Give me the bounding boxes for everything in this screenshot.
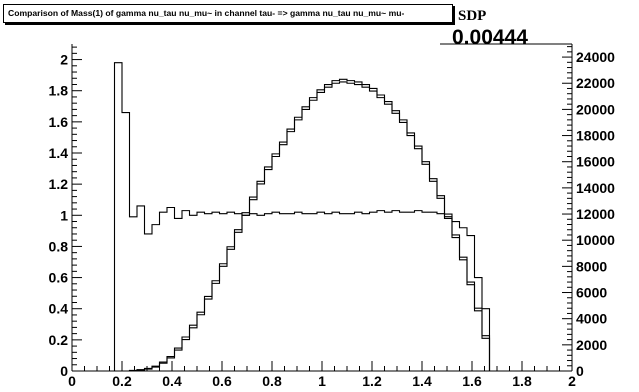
y-right-tick-label: 8000 (576, 258, 607, 274)
sdp-value: 0.00444 (452, 26, 528, 49)
x-tick-label: 1.8 (512, 373, 532, 389)
x-tick-label: 1 (318, 373, 326, 389)
y-right-tick-label: 24000 (576, 49, 615, 65)
y-left-tick-label: 0.4 (49, 301, 69, 317)
y-left-tick-label: 0.2 (49, 332, 69, 348)
x-tick-label: 0.8 (262, 373, 282, 389)
x-tick-label: 1.6 (462, 373, 482, 389)
y-left-tick-label: 0.6 (49, 270, 69, 286)
x-tick-label: 2 (568, 373, 576, 389)
y-right-tick-label: 4000 (576, 311, 607, 327)
y-right-tick-label: 0 (576, 363, 584, 379)
histogram-series-3 (113, 62, 497, 372)
sdp-label: SDP (458, 8, 487, 24)
y-right-tick-label: 12000 (576, 206, 615, 222)
y-right-tick-label: 10000 (576, 232, 615, 248)
y-right-tick-label: 18000 (576, 128, 615, 144)
y-right-tick-label: 6000 (576, 285, 607, 301)
y-left-tick-label: 0.8 (49, 238, 69, 254)
y-right-tick-label: 2000 (576, 337, 607, 353)
y-left-tick-label: 1.8 (49, 83, 69, 99)
y-right-tick-label: 14000 (576, 180, 615, 196)
x-tick-label: 0.4 (162, 373, 182, 389)
x-tick-label: 1.2 (362, 373, 382, 389)
histogram-series-1 (114, 81, 497, 372)
left-y-axis: 0 0.2 0.4 0.6 0.8 1 1.2 1.4 1.6 1.8 2 (49, 46, 82, 379)
y-left-tick-label: 1.2 (49, 176, 69, 192)
x-tick-label: 1.4 (412, 373, 432, 389)
y-left-tick-label: 0 (60, 363, 68, 379)
x-tick-label: 0.6 (212, 373, 232, 389)
y-right-tick-label: 22000 (576, 75, 615, 91)
x-tick-label: 0.2 (112, 373, 132, 389)
x-axis: 0 0.2 0.4 0.6 0.8 1 1.2 1.4 1.6 1.8 2 (68, 361, 576, 389)
plot-frame (71, 43, 573, 372)
y-right-tick-label: 20000 (576, 101, 615, 117)
histogram-series (113, 62, 497, 372)
y-left-tick-label: 1.6 (49, 114, 69, 130)
chart-title: Comparison of Mass(1) of gamma nu_tau nu… (3, 4, 453, 23)
y-left-tick-label: 2 (60, 52, 68, 68)
y-right-tick-label: 16000 (576, 154, 615, 170)
right-y-axis: 0 2000 4000 6000 8000 10000 12000 14000 16000 180… (562, 46, 615, 379)
x-tick-label: 0 (68, 373, 76, 389)
y-left-tick-label: 1 (60, 207, 68, 223)
y-left-tick-label: 1.4 (49, 145, 69, 161)
histogram-series-2 (114, 78, 497, 372)
